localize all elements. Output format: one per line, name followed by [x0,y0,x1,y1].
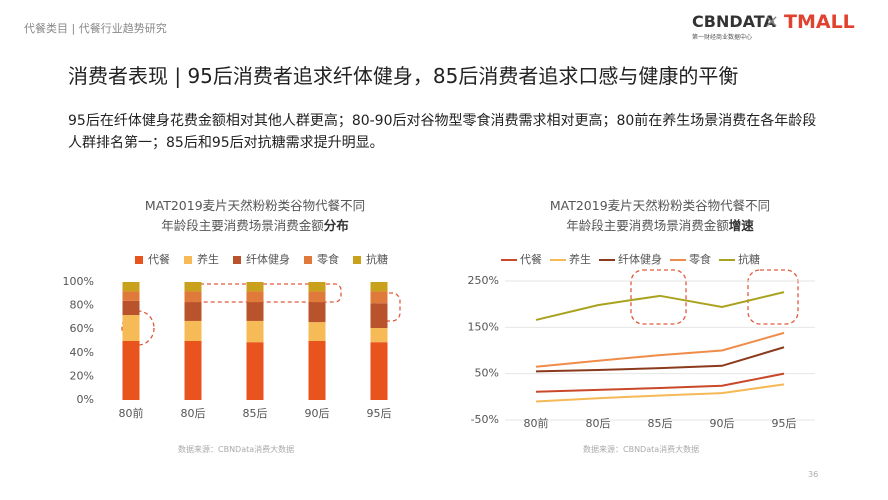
y-tick-label: 50% [475,367,499,380]
x-tick-label: 80前 [524,416,549,430]
legend-label: 纤体健身 [246,252,290,266]
y-tick-label: 60% [70,322,94,335]
y-tick-label: 80% [70,299,94,312]
y-tick-label: 250% [468,274,499,287]
x-tick-label: 80前 [119,406,144,420]
y-tick-label: 40% [70,346,94,359]
y-tick-label: 100% [63,275,94,288]
x-tick-label: 80后 [181,407,206,420]
line [535,291,785,321]
legend-label: 养生 [197,252,219,266]
y-tick-label: 150% [468,320,499,333]
legend-swatch [135,256,143,264]
bar-segment [246,291,264,303]
bar-segment [308,302,326,323]
logo-sub: 第一财经商业数据中心 [692,34,753,41]
highlight [747,269,799,325]
y-tick-label: 20% [70,369,94,382]
line [535,331,785,368]
x-tick-label: 85后 [648,417,673,430]
chart-title: MAT2019麦片天然粉粉类谷物代餐不同年龄段主要消费场景消费金额增速 [545,196,775,236]
highlight [630,269,687,325]
legend-label: 抗糖 [366,252,388,266]
line [535,383,785,403]
source-text: 数据来源：CBNData消费大数据 [583,445,700,454]
x-tick-label: 90后 [710,417,735,430]
bar-segment [246,302,264,321]
legend-label: 代餐 [520,252,542,266]
slide-title: 消费者表现 | 95后消费者追求纤体健身，85后消费者追求口感与健康的平衡 [68,64,739,88]
legend-label: 纤体健身 [618,252,662,266]
bar-segment [308,291,326,303]
bar-segment [122,341,140,400]
bar-segment [122,300,140,316]
section: 代餐类目 | 代餐行业趋势研究 [24,22,167,35]
bar-segment [184,341,202,400]
chart-title-text: MAT2019麦片天然粉粉类谷物代餐不同年龄段主要消费场景消费金额 [144,198,366,233]
source: 数据来源：CBNData消费大数据 [583,444,699,455]
bar-segment [122,282,140,292]
description: 95后在纤体健身花费金额相对其他人群更高；80-90后对谷物型零食消费需求相对更… [68,113,817,151]
legend-swatch [233,256,241,264]
bar-segment [370,328,388,343]
legend-swatch [184,256,192,264]
y-tick-label: 0% [77,393,94,406]
bar-segment [184,320,202,341]
bar-segment [122,291,140,301]
x-tick-label: 80后 [586,417,611,430]
bar-segment [184,291,202,303]
line [535,346,785,373]
bar-segment [370,342,388,400]
bar-segment [246,282,264,292]
x-tick-label: 90后 [305,407,330,420]
chart-title: MAT2019麦片天然粉粉类谷物代餐不同年龄段主要消费场景消费金额分布 [140,196,370,236]
bar-segment [370,303,388,329]
source: 数据来源：CBNData消费大数据 [178,444,294,455]
bar-segment [184,302,202,321]
x-tick-label: 85后 [243,407,268,420]
x-tick-label: 95后 [772,417,797,430]
bar-segment [184,282,202,292]
bar-segment [122,315,140,341]
chart-title-text: MAT2019麦片天然粉粉类谷物代餐不同年龄段主要消费场景消费金额 [549,198,771,233]
legend-label: 零食 [317,252,339,266]
chart-title-emphasis: 增速 [728,218,754,233]
legend-swatch [304,256,312,264]
source-text: 数据来源：CBNData消费大数据 [178,445,295,454]
legend-swatch [353,256,361,264]
legend-label: 养生 [569,252,591,266]
highlight [186,283,342,303]
legend-label: 代餐 [148,252,170,266]
line [535,372,785,393]
bar-segment [370,282,388,292]
cross: × [764,11,780,32]
legend-label: 抗糖 [738,252,760,266]
bar-segment [246,342,264,400]
page-number: 36 [808,470,819,479]
y-tick-label: -50% [471,413,499,426]
chart-title-emphasis: 分布 [323,218,349,233]
bar-segment [308,341,326,400]
bar-segment [308,322,326,341]
partner-logo: TMALL [784,11,855,33]
logo: CBNDATA [692,12,776,31]
bar-segment [308,282,326,292]
legend-label: 零食 [689,252,711,266]
bar-segment [246,320,264,343]
x-tick-label: 95后 [367,407,392,420]
bar-segment [370,291,388,304]
